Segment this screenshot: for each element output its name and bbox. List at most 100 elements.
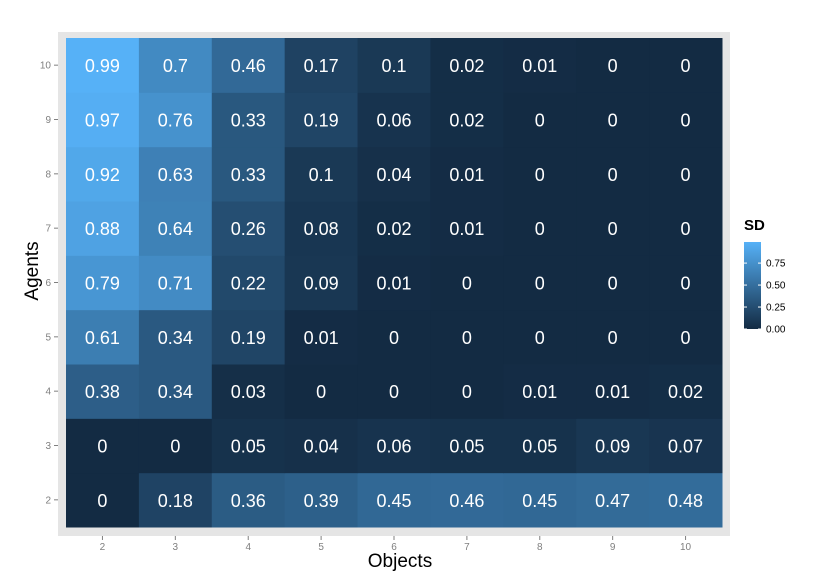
heatmap-cell [430, 146, 504, 202]
heatmap-cell-label: 0.05 [231, 437, 266, 457]
heatmap-cell-label: 0 [462, 382, 472, 402]
heatmap-cell [357, 92, 431, 148]
heatmap-cell-label: 0.64 [158, 219, 193, 239]
heatmap-cell-label: 0.03 [231, 382, 266, 402]
heatmap-cell [138, 92, 213, 148]
heatmap-cell [138, 146, 213, 202]
y-tick-label: 2 [45, 495, 51, 506]
heatmap-cell-label: 0.38 [85, 382, 120, 402]
heatmap-cell [284, 201, 359, 256]
heatmap-cell [66, 472, 140, 528]
heatmap-cell [66, 92, 140, 148]
heatmap-cell [430, 92, 504, 148]
heatmap-cell [649, 146, 723, 202]
heatmap-cell-label: 0.04 [304, 437, 339, 457]
heatmap-cell [357, 201, 431, 256]
heatmap-cell-label: 0.76 [158, 111, 193, 131]
heatmap-cell [211, 364, 286, 419]
heatmap-cell [649, 92, 723, 148]
x-tick-label: 4 [245, 542, 251, 553]
heatmap-cell-label: 0.99 [85, 56, 120, 76]
x-tick-label: 5 [318, 542, 324, 553]
heatmap-cell [503, 255, 577, 311]
heatmap-cell-labels: 0 0.18 0.36 0.39 0.45 0.46 0.45 0.47 0.48 0 0 0.05 0… [85, 56, 703, 511]
heatmap-cell [138, 364, 213, 419]
x-tick-label: 10 [680, 542, 692, 553]
heatmap-cell [211, 38, 286, 93]
heatmap-cell-label: 0.02 [449, 111, 484, 131]
heatmap-cell [503, 364, 577, 419]
heatmap-cell-label: 0 [535, 328, 545, 348]
x-tick-label: 3 [173, 542, 179, 553]
heatmap-cell [649, 201, 723, 256]
heatmap-cell-label: 0.05 [522, 437, 557, 457]
heatmap-cell-label: 0.01 [522, 56, 557, 76]
heatmap-cell [576, 201, 650, 256]
heatmap-cell-label: 0.02 [668, 382, 703, 402]
x-tick-label: 2 [100, 542, 106, 553]
heatmap-cell [284, 38, 359, 93]
heatmap-cell-label: 0.05 [449, 437, 484, 457]
y-tick-label: 6 [45, 278, 51, 289]
heatmap-cell-label: 0.36 [231, 491, 266, 511]
heatmap-cell-label: 0.33 [231, 111, 266, 131]
heatmap-cell [66, 146, 140, 202]
y-tick-label: 9 [45, 115, 51, 126]
heatmap-cell-label: 0.01 [522, 382, 557, 402]
x-axis-title: Objects [368, 551, 432, 572]
y-axis-title: Agents [22, 241, 43, 300]
heatmap-cell [576, 255, 650, 311]
heatmap-cell-label: 0 [97, 437, 107, 457]
heatmap-cell [649, 472, 723, 528]
heatmap-cell [430, 472, 504, 528]
heatmap-cell-label: 0.7 [163, 56, 188, 76]
heatmap-cell-label: 0 [535, 165, 545, 185]
heatmap-cell-label: 0.01 [449, 219, 484, 239]
x-tick-label: 6 [391, 542, 397, 553]
heatmap-cell [138, 309, 213, 365]
heatmap-cell [211, 472, 286, 528]
heatmap-cell [649, 255, 723, 311]
heatmap-cell-label: 0.45 [376, 491, 411, 511]
legend-tick-label: 0.00 [766, 325, 786, 336]
heatmap-cell-label: 0 [681, 56, 691, 76]
legend-title: SD [744, 217, 765, 234]
y-tick-label: 7 [45, 224, 51, 235]
heatmap-cell-label: 0.71 [158, 274, 193, 294]
legend-tick-label: 0.25 [766, 303, 786, 314]
heatmap-cell [357, 364, 431, 419]
x-tick-label: 8 [537, 542, 543, 553]
heatmap-cell-label: 0.09 [595, 437, 630, 457]
heatmap-cell-label: 0.18 [158, 491, 193, 511]
heatmap-cell-label: 0.39 [304, 491, 339, 511]
heatmap-cell-label: 0.07 [668, 437, 703, 457]
heatmap-cell-label: 0.22 [231, 274, 266, 294]
legend-tick-label: 0.75 [766, 259, 786, 270]
heatmap-cell [430, 364, 504, 419]
heatmap-cell-label: 0.79 [85, 274, 120, 294]
heatmap-cell [649, 38, 723, 93]
heatmap-cell [66, 255, 140, 311]
heatmap-cell [66, 38, 140, 93]
heatmap-cell-label: 0 [97, 491, 107, 511]
y-tick-label: 4 [45, 387, 51, 398]
heatmap-cell-label: 0.47 [595, 491, 630, 511]
heatmap-cell-label: 0 [535, 274, 545, 294]
heatmap-cell [211, 146, 286, 202]
heatmap-cell-label: 0.1 [381, 56, 406, 76]
heatmap-cell [138, 38, 213, 93]
y-tick-label: 3 [45, 441, 51, 452]
heatmap-cell-label: 0 [608, 219, 618, 239]
heatmap-cell-label: 0.97 [85, 111, 120, 131]
heatmap-cell-label: 0 [681, 219, 691, 239]
heatmap-cell [357, 472, 431, 528]
heatmap-cell-label: 0 [608, 56, 618, 76]
heatmap-cell [503, 201, 577, 256]
heatmap-cell-label: 0.19 [231, 328, 266, 348]
legend-ticks: 0.00 0.25 0.50 0.75 [744, 259, 786, 336]
heatmap-cell-label: 0 [681, 274, 691, 294]
heatmap-cell-label: 0 [535, 111, 545, 131]
heatmap-cell [138, 472, 213, 528]
heatmap-cell [211, 418, 286, 474]
